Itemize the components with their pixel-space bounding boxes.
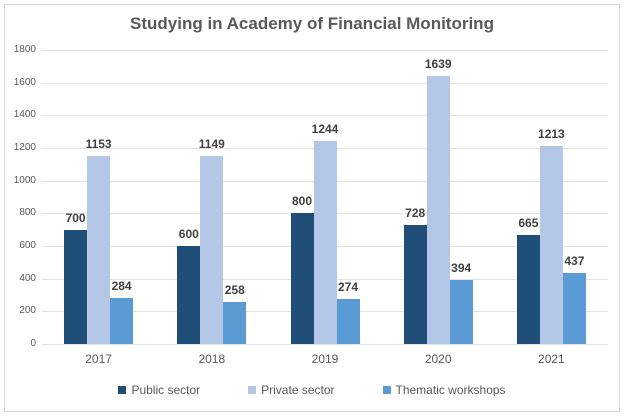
chart-title: Studying in Academy of Financial Monitor… — [130, 14, 494, 33]
data-label: 665 — [518, 216, 539, 231]
data-label: 394 — [451, 260, 472, 275]
y-tick-label: 1400 — [13, 109, 36, 121]
gridline — [42, 115, 608, 117]
bar-public-sector-2018 — [177, 246, 201, 344]
x-tick-label: 2019 — [311, 352, 339, 366]
data-label: 1244 — [311, 121, 339, 136]
data-label: 1639 — [424, 57, 452, 72]
y-tick-label: 200 — [19, 305, 36, 317]
legend-label: Public sector — [131, 383, 201, 397]
data-label: 1153 — [85, 136, 112, 151]
y-tick-label: 400 — [19, 272, 36, 284]
legend-item: Thematic workshops — [382, 383, 506, 397]
data-label: 258 — [224, 282, 245, 297]
bar-private-sector-2020 — [426, 76, 450, 344]
y-tick-label: 1800 — [13, 44, 36, 55]
legend-label: Private sector — [261, 383, 335, 397]
data-label: 274 — [337, 280, 359, 295]
legend-label: Thematic workshops — [395, 383, 506, 397]
bar-thematic-workshops-2021 — [562, 272, 586, 344]
y-tick-label: 1200 — [13, 142, 36, 153]
legend-swatch-icon — [382, 386, 391, 394]
legend-swatch-icon — [248, 386, 257, 394]
legend-swatch-icon — [118, 386, 127, 394]
x-tick-label: 2018 — [198, 352, 226, 366]
legend-item: Private sector — [248, 383, 335, 397]
y-tick-label: 800 — [19, 207, 36, 219]
bar-private-sector-2019 — [313, 140, 337, 344]
bar-private-sector-2021 — [539, 145, 563, 344]
bar-thematic-workshops-2019 — [336, 299, 360, 344]
bar-private-sector-2018 — [200, 156, 224, 344]
bar-public-sector-2019 — [290, 213, 314, 344]
data-label: 800 — [291, 194, 313, 209]
gridline — [42, 344, 608, 345]
y-tick-label: 1000 — [13, 174, 36, 186]
data-label: 1213 — [538, 126, 565, 141]
data-label: 1149 — [198, 137, 225, 152]
gridline — [42, 82, 608, 84]
bar-public-sector-2017 — [64, 229, 88, 344]
bar-private-sector-2017 — [87, 155, 111, 344]
data-label: 700 — [65, 210, 86, 225]
data-label: 600 — [178, 227, 199, 241]
data-label: 284 — [111, 278, 132, 293]
bar-public-sector-2020 — [403, 225, 427, 344]
bar-thematic-workshops-2018 — [223, 301, 247, 344]
legend: Public sector Private sector Thematic work… — [0, 383, 624, 397]
x-tick-label: 2021 — [538, 352, 565, 366]
data-label: 728 — [405, 206, 426, 221]
x-tick-label: 2017 — [85, 352, 112, 366]
bar-public-sector-2021 — [516, 235, 540, 344]
data-label: 437 — [564, 253, 585, 268]
x-tick-label: 2020 — [424, 352, 452, 366]
y-tick-label: 600 — [19, 240, 36, 251]
bar-thematic-workshops-2020 — [449, 279, 473, 344]
y-tick-label: 0 — [30, 338, 36, 349]
gridline — [42, 50, 608, 51]
y-tick-label: 1600 — [13, 76, 36, 88]
legend-item: Public sector — [118, 383, 200, 397]
bar-thematic-workshops-2017 — [110, 297, 134, 344]
